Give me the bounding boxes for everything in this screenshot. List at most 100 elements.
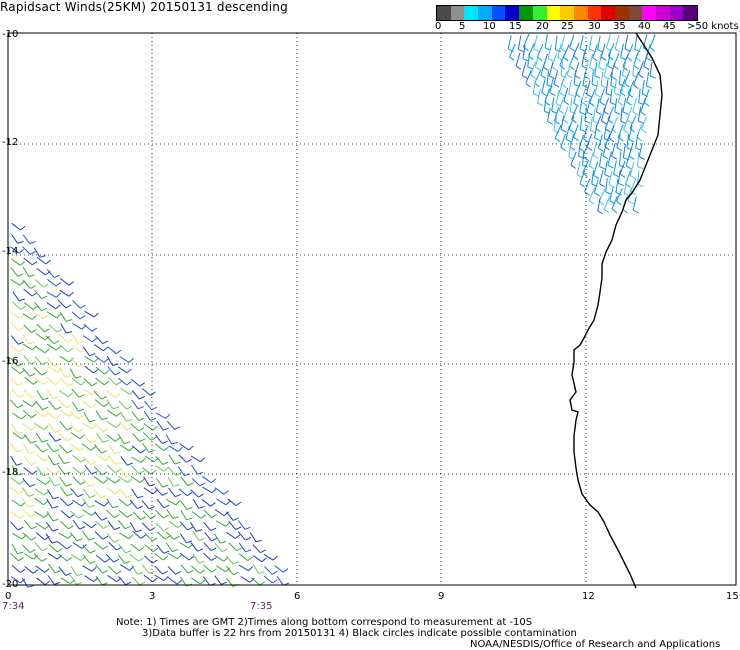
wind-barb bbox=[179, 533, 187, 544]
wind-barb-flag bbox=[52, 505, 59, 509]
wind-barb bbox=[579, 35, 584, 49]
wind-barb-flag bbox=[91, 566, 97, 572]
wind-barb-flag bbox=[124, 560, 131, 564]
wind-barb-flag bbox=[272, 555, 278, 561]
wind-barb bbox=[9, 399, 18, 409]
wind-barb-flag bbox=[65, 404, 72, 409]
wind-barb-flag bbox=[32, 305, 39, 310]
wind-barb-flag bbox=[255, 539, 263, 543]
wind-barb bbox=[155, 412, 166, 419]
wind-barb-flag bbox=[197, 471, 204, 475]
wind-barb-flag bbox=[31, 329, 37, 334]
wind-barb bbox=[119, 488, 128, 498]
wind-barb-flag bbox=[79, 526, 86, 530]
y-tick-label: -10 bbox=[2, 29, 19, 40]
wind-barb bbox=[607, 42, 615, 57]
wind-barb-flag bbox=[563, 119, 569, 124]
wind-barb bbox=[10, 335, 19, 345]
wind-barb bbox=[238, 553, 249, 561]
wind-barb bbox=[94, 355, 105, 363]
wind-barb-flag bbox=[161, 492, 168, 496]
wind-barb-flag bbox=[88, 504, 95, 508]
wind-barb bbox=[214, 487, 225, 495]
wind-barb bbox=[82, 544, 91, 554]
wind-barb bbox=[201, 475, 212, 484]
wind-barb bbox=[106, 487, 116, 495]
legend-color-swatch bbox=[478, 6, 492, 20]
wind-barb-flag bbox=[259, 581, 266, 586]
wind-barb-flag bbox=[596, 111, 602, 116]
wind-barb bbox=[568, 79, 572, 94]
wind-barb-flag bbox=[44, 328, 50, 333]
wind-barb-flag bbox=[589, 67, 596, 71]
wind-barb-flag bbox=[19, 480, 25, 485]
wind-barb-flag bbox=[19, 313, 25, 319]
wind-barb bbox=[129, 499, 138, 509]
wind-barb bbox=[34, 422, 45, 431]
wind-barb-flag bbox=[17, 241, 24, 244]
wind-barb bbox=[34, 301, 42, 312]
wind-barb-flag bbox=[626, 101, 632, 106]
wind-barb bbox=[131, 564, 138, 575]
wind-barb bbox=[201, 498, 211, 507]
wind-barb-flag bbox=[102, 479, 109, 484]
wind-barb-flag bbox=[613, 173, 620, 178]
wind-barb-flag bbox=[31, 315, 37, 320]
wind-barb-flag bbox=[54, 483, 61, 487]
wind-barb bbox=[34, 541, 43, 552]
wind-barb-flag bbox=[52, 396, 59, 399]
wind-barb bbox=[71, 388, 80, 398]
wind-barb-flag bbox=[235, 501, 242, 507]
wind-barb bbox=[119, 356, 130, 363]
wind-barb-flag bbox=[16, 463, 23, 466]
wind-barb bbox=[573, 70, 577, 85]
wind-barb bbox=[96, 433, 104, 443]
wind-barb-flag bbox=[152, 489, 158, 495]
wind-barb-flag bbox=[30, 285, 37, 289]
wind-barb-flag bbox=[54, 581, 61, 585]
wind-barb-flag bbox=[101, 417, 108, 421]
wind-barb bbox=[107, 376, 117, 386]
wind-barb-flag bbox=[75, 376, 82, 379]
wind-barb bbox=[154, 486, 163, 496]
wind-barb-flag bbox=[42, 473, 49, 477]
wind-barb bbox=[228, 520, 237, 530]
wind-barb bbox=[36, 323, 45, 333]
wind-barb-flag bbox=[604, 138, 610, 142]
wind-barb-flag bbox=[18, 341, 24, 345]
wind-barb-flag bbox=[592, 57, 598, 62]
wind-barb bbox=[553, 107, 560, 121]
wind-barb-flag bbox=[41, 557, 48, 562]
wind-barb-flag bbox=[561, 83, 567, 89]
wind-barb bbox=[517, 35, 522, 50]
wind-barb bbox=[274, 565, 284, 573]
wind-barb-flag bbox=[127, 501, 133, 507]
wind-barb bbox=[509, 43, 516, 58]
wind-barb-flag bbox=[163, 576, 169, 581]
wind-barb-flag bbox=[547, 57, 554, 62]
wind-barb-flag bbox=[244, 526, 251, 530]
wind-barb-flag bbox=[184, 473, 191, 477]
wind-barb-flag bbox=[30, 461, 37, 466]
wind-barb-flag bbox=[646, 57, 652, 62]
wind-barb-flag bbox=[616, 200, 622, 206]
wind-barb bbox=[82, 346, 91, 356]
wind-barb bbox=[46, 291, 57, 298]
wind-barb-flag bbox=[127, 478, 133, 483]
wind-barb-flag bbox=[616, 147, 623, 152]
wind-barb bbox=[72, 476, 81, 485]
wind-barb bbox=[611, 142, 616, 157]
wind-barb bbox=[637, 106, 642, 121]
wind-barb bbox=[11, 366, 21, 374]
wind-barb bbox=[154, 553, 164, 561]
wind-barb-flag bbox=[635, 57, 642, 62]
wind-barb-flag bbox=[188, 445, 194, 451]
wind-barb-flag bbox=[560, 75, 567, 79]
wind-barb bbox=[154, 565, 163, 575]
wind-barb bbox=[108, 542, 118, 551]
wind-barb bbox=[533, 34, 538, 49]
wind-barb-flag bbox=[138, 470, 145, 475]
wind-barb-flag bbox=[186, 517, 193, 521]
wind-barb bbox=[555, 89, 560, 104]
wind-barb bbox=[118, 575, 126, 586]
